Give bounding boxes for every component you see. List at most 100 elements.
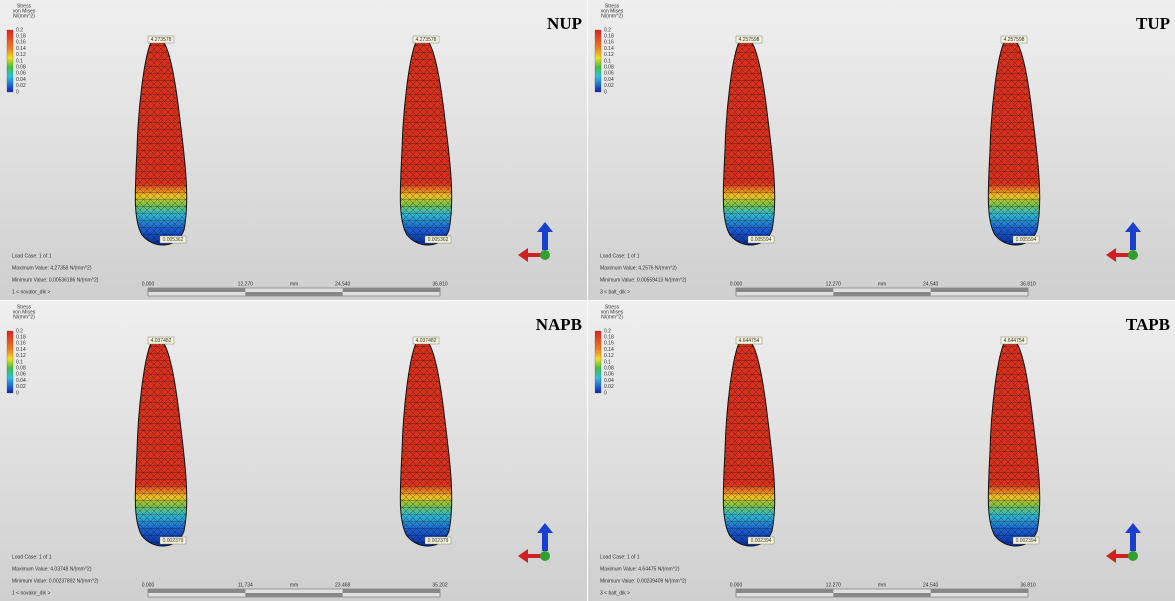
color-bar	[595, 30, 601, 92]
legend-title: N/(mm^2)	[13, 314, 35, 320]
legend-tick: 0	[604, 89, 607, 95]
load-case: Load Case: 1 of 1	[600, 253, 640, 259]
legend-tick: 0.14	[604, 347, 614, 353]
model-name: 3 < balt_dik >	[600, 289, 630, 295]
y-ball	[540, 250, 550, 260]
legend-tick: 0.14	[604, 46, 614, 52]
scale-label: 0.000	[730, 281, 743, 287]
scale-seg	[931, 288, 1028, 292]
legend-tick: 0.04	[16, 378, 26, 384]
legend-tick: 0.2	[16, 27, 23, 33]
legend-tick: 0.04	[604, 378, 614, 384]
y-ball	[1128, 551, 1138, 561]
load-case: Load Case: 1 of 1	[12, 253, 52, 259]
legend-tick: 0.12	[604, 353, 614, 359]
legend-tick: 0.16	[604, 341, 614, 347]
scale-seg	[833, 593, 930, 597]
scale-seg	[833, 292, 930, 296]
model-name: 1 < novalor_dik >	[12, 590, 50, 596]
panel: Stressvon MisesN/(mm^2)0.20.180.160.140.…	[0, 0, 587, 300]
legend-tick: 0	[16, 89, 19, 95]
max-tag: 4.644754	[739, 338, 760, 344]
legend-title: N/(mm^2)	[601, 13, 623, 19]
min-value: Minimum Value: 0.00536186 N/(mm^2)	[12, 277, 99, 283]
max-tag: 4.037482	[151, 338, 172, 344]
color-bar	[7, 331, 13, 393]
legend-tick: 0.14	[16, 46, 26, 52]
legend-tick: 0.16	[604, 40, 614, 46]
scale-seg	[343, 288, 440, 292]
scale-label: 11.734	[238, 582, 253, 588]
legend-title: N/(mm^2)	[601, 314, 623, 320]
viewport	[0, 301, 587, 601]
legend-tick: 0.06	[604, 71, 614, 77]
legend-tick: 0.1	[16, 58, 23, 64]
min-tag: 0.005594	[1016, 237, 1037, 243]
y-ball	[1128, 250, 1138, 260]
scale-label: 35.202	[432, 582, 448, 588]
load-case: Load Case: 1 of 1	[12, 554, 52, 560]
max-tag: 4.037482	[416, 338, 437, 344]
legend-tick: 0.2	[604, 27, 611, 33]
scale-label: 12.270	[238, 281, 254, 287]
legend-tick: 0.02	[604, 83, 614, 89]
viewport	[588, 301, 1175, 601]
scale-label: 0.000	[142, 281, 155, 287]
min-tag: 0.002379	[428, 538, 449, 544]
legend-tick: 0.08	[604, 65, 614, 71]
legend-tick: 0.06	[16, 372, 26, 378]
max-tag: 4.273578	[416, 37, 437, 43]
scale-seg	[245, 593, 342, 597]
legend-tick: 0.18	[604, 34, 614, 40]
max-tag: 4.273578	[151, 37, 172, 43]
scale-label: mm	[290, 281, 298, 287]
legend-tick: 0.08	[604, 366, 614, 372]
scale-label: 36.810	[1020, 582, 1036, 588]
legend-tick: 0.04	[16, 77, 26, 83]
scale-label: 12.270	[826, 582, 842, 588]
panel-label: NAPB	[536, 315, 582, 334]
color-bar	[595, 331, 601, 393]
legend-tick: 0.1	[16, 359, 23, 365]
legend-tick: 0.06	[16, 71, 26, 77]
legend-tick: 0.06	[604, 372, 614, 378]
legend-tick: 0.12	[16, 353, 26, 359]
min-tag: 0.002394	[1016, 538, 1037, 544]
min-value: Minimum Value: 0.00559413 N/(mm^2)	[600, 277, 687, 283]
min-value: Minimum Value: 0.00237892 N/(mm^2)	[12, 578, 99, 584]
scale-label: 24.540	[923, 281, 939, 287]
scale-seg	[148, 589, 245, 593]
legend-tick: 0.12	[16, 52, 26, 58]
scale-label: 12.270	[826, 281, 842, 287]
load-case: Load Case: 1 of 1	[600, 554, 640, 560]
panel-label: NUP	[547, 14, 582, 33]
legend-tick: 0.1	[604, 359, 611, 365]
legend-tick: 0.04	[604, 77, 614, 83]
scale-label: 0.000	[142, 582, 155, 588]
scale-label: 23.468	[335, 582, 351, 588]
max-tag: 4.257598	[739, 37, 760, 43]
legend-tick: 0.16	[16, 341, 26, 347]
max-value: Maximum Value: 4.03748 N/(mm^2)	[12, 566, 92, 572]
legend-tick: 0.12	[604, 52, 614, 58]
panel-label: TUP	[1136, 14, 1170, 33]
model-name: 1 < novalor_dik >	[12, 289, 50, 295]
legend-tick: 0.16	[16, 40, 26, 46]
max-tag: 4.257598	[1004, 37, 1025, 43]
panel: Stressvon MisesN/(mm^2)0.20.180.160.140.…	[0, 301, 587, 601]
scale-label: 24.540	[923, 582, 939, 588]
scale-seg	[148, 288, 245, 292]
legend-tick: 0.08	[16, 65, 26, 71]
scale-seg	[736, 589, 833, 593]
scale-seg	[343, 589, 440, 593]
scale-label: mm	[878, 281, 886, 287]
max-value: Maximum Value: 4.2576 N/(mm^2)	[600, 265, 677, 271]
scale-label: 0.000	[730, 582, 743, 588]
legend-tick: 0.14	[16, 347, 26, 353]
legend-tick: 0.02	[604, 384, 614, 390]
panel-label: TAPB	[1126, 315, 1170, 334]
legend-tick: 0.18	[604, 335, 614, 341]
legend-tick: 0.02	[16, 384, 26, 390]
